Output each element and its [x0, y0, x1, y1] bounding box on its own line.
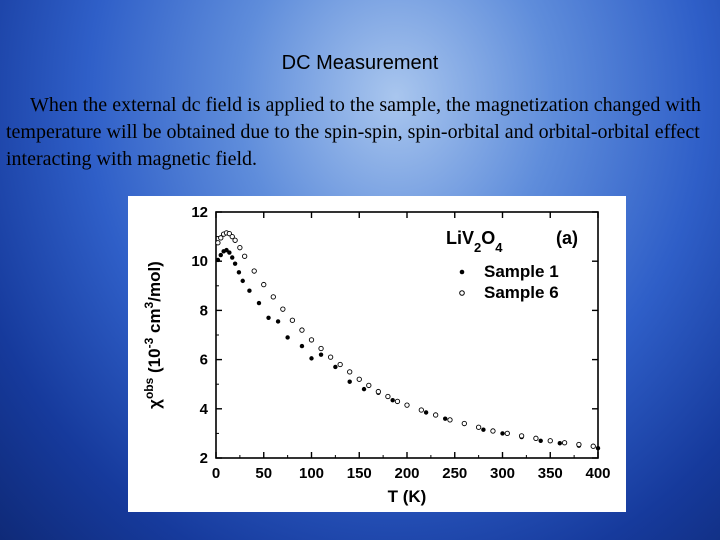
- x-tick-label: 100: [299, 465, 324, 482]
- point-sample-6: [561, 440, 568, 446]
- point-sample-1: [224, 247, 229, 253]
- point-sample-1: [318, 352, 324, 357]
- point-sample-6: [337, 361, 343, 368]
- point-sample-1: [215, 257, 221, 263]
- point-sample-6: [404, 402, 410, 408]
- point-sample-6: [385, 393, 391, 400]
- point-sample-1: [309, 356, 314, 361]
- legend-label: Sample 1: [484, 262, 559, 281]
- point-sample-6: [533, 435, 539, 441]
- x-tick-label: 300: [490, 465, 515, 482]
- point-sample-1: [361, 386, 367, 392]
- point-sample-6: [218, 235, 224, 241]
- point-sample-6: [375, 388, 382, 395]
- point-sample-1: [299, 343, 305, 349]
- x-axis-label: T (K): [388, 487, 427, 506]
- point-sample-1: [236, 270, 242, 275]
- y-tick-label: 6: [200, 352, 208, 369]
- point-sample-1: [481, 427, 486, 432]
- x-tick-label: 50: [255, 465, 272, 482]
- point-sample-6: [215, 240, 221, 246]
- panel-label: (a): [556, 228, 578, 248]
- point-sample-6: [270, 294, 276, 300]
- plot-frame: [215, 211, 599, 459]
- x-tick-label: 150: [347, 465, 372, 482]
- chart-figure: 0 50 100 150 200 250 300 350 400 2 4 6 8 10 12 T (K) χob…: [128, 196, 626, 512]
- point-sample-6: [242, 253, 248, 259]
- slide-title: DC Measurement: [281, 52, 439, 74]
- y-tick-label: 4: [200, 401, 209, 418]
- legend-marker-open: [459, 290, 465, 296]
- point-sample-6: [318, 345, 324, 352]
- point-sample-6: [327, 354, 334, 360]
- point-sample-6: [251, 268, 257, 274]
- point-sample-1: [390, 397, 395, 403]
- marks-group: [215, 230, 601, 451]
- point-sample-1: [285, 335, 290, 340]
- point-sample-1: [557, 441, 562, 446]
- y-tick-label: 8: [200, 302, 208, 319]
- point-sample-6: [518, 433, 525, 439]
- point-sample-6: [475, 424, 482, 430]
- compound-label: LiV2O4: [446, 228, 503, 255]
- point-sample-6: [289, 317, 296, 323]
- point-sample-6: [447, 417, 453, 423]
- point-sample-6: [356, 376, 362, 382]
- point-sample-1: [232, 261, 238, 266]
- point-sample-6: [261, 281, 267, 288]
- point-sample-1: [538, 438, 543, 443]
- point-sample-6: [590, 443, 596, 449]
- legend-label: Sample 6: [484, 283, 559, 302]
- point-sample-6: [432, 412, 439, 418]
- point-sample-1: [247, 288, 252, 293]
- point-sample-1: [240, 278, 245, 284]
- x-tick-label: 250: [442, 465, 467, 482]
- y-axis-label: χobs (10-3 cm3/mol): [142, 261, 164, 409]
- point-sample-6: [299, 327, 305, 333]
- axes-group: [215, 211, 599, 459]
- body-paragraph: When the external dc field is applied to…: [6, 94, 701, 170]
- point-sample-6: [237, 245, 243, 251]
- y-tick-label: 10: [191, 253, 208, 270]
- labels-group: 0 50 100 150 200 250 300 350 400 2 4 6 8 10 12 T (K) χob…: [142, 204, 611, 506]
- point-sample-6: [504, 430, 510, 437]
- point-sample-1: [443, 416, 448, 421]
- x-tick-label: 350: [538, 465, 563, 482]
- point-sample-1: [266, 315, 271, 320]
- point-sample-1: [256, 300, 262, 306]
- point-sample-6: [366, 382, 372, 389]
- y-tick-label: 12: [191, 204, 208, 221]
- y-tick-label: 2: [200, 450, 208, 467]
- chart-svg: 0 50 100 150 200 250 300 350 400 2 4 6 8 10 12 T (K) χob…: [142, 204, 611, 506]
- point-sample-6: [547, 438, 553, 444]
- point-sample-6: [394, 398, 401, 405]
- point-sample-6: [308, 337, 315, 343]
- x-tick-label: 200: [394, 465, 419, 482]
- point-sample-6: [232, 237, 238, 243]
- point-sample-1: [275, 319, 281, 324]
- point-sample-6: [418, 407, 424, 413]
- point-sample-6: [229, 233, 235, 240]
- point-sample-1: [218, 252, 223, 258]
- point-sample-6: [576, 441, 582, 448]
- legend-marker-filled: [459, 269, 465, 275]
- point-sample-1: [595, 445, 601, 451]
- point-sample-1: [333, 364, 338, 370]
- point-sample-1: [423, 410, 429, 415]
- x-tick-label: 0: [212, 465, 220, 482]
- point-sample-6: [280, 306, 286, 312]
- point-sample-6: [490, 428, 496, 434]
- point-sample-6: [461, 420, 467, 427]
- point-sample-1: [230, 255, 235, 260]
- point-sample-1: [227, 250, 232, 255]
- x-tick-label: 400: [585, 465, 610, 482]
- point-sample-6: [347, 369, 353, 375]
- point-sample-1: [347, 379, 352, 384]
- point-sample-1: [500, 431, 505, 436]
